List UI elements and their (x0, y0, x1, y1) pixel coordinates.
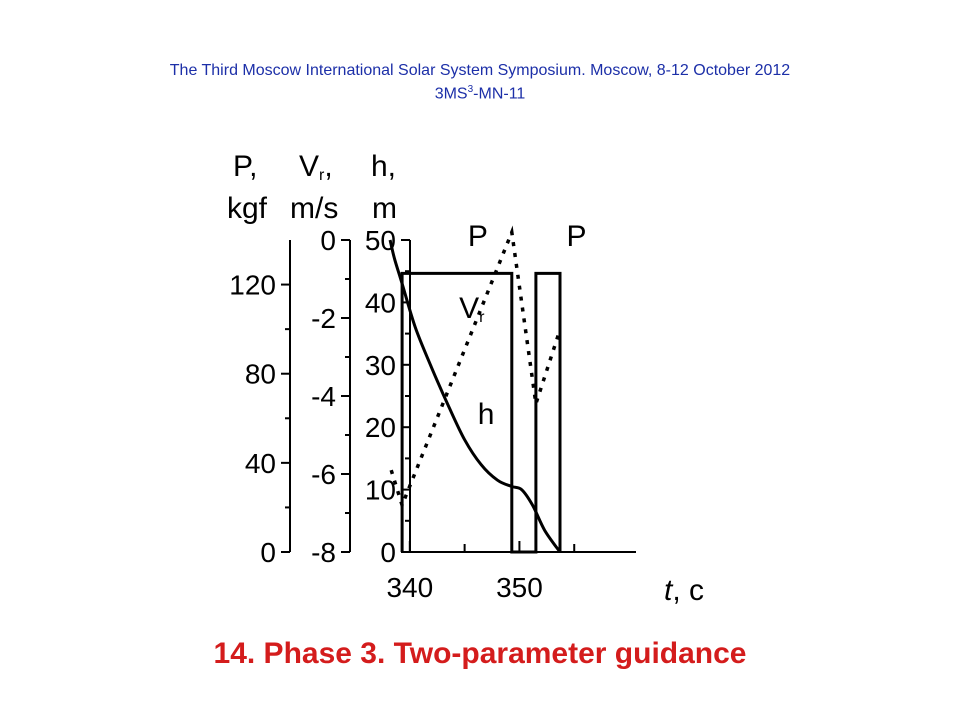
series-h-line (388, 239, 562, 553)
p-axis-tick-label: 40 (245, 448, 276, 479)
series-label-vr: Vr (459, 292, 485, 326)
vr-axis-title: Vr, (299, 150, 333, 184)
x-axis-title-unit: , c (672, 574, 704, 607)
vr-axis-tick-label: -4 (311, 381, 336, 412)
p-axis-tick-label: 120 (229, 270, 276, 301)
x-axis-ticks: 340 350 (386, 541, 576, 603)
series-labels: P P Vr h (459, 220, 586, 431)
h-axis-tick-label: 10 (365, 475, 396, 506)
x-axis-tick-label: 350 (496, 572, 543, 603)
header-code-sup: 3 (467, 84, 474, 95)
series-label-text: P (567, 220, 587, 253)
h-axis-title-line2: m (372, 192, 397, 225)
x-axis-title: t, c (664, 574, 704, 607)
h-axis-tick-label: 0 (380, 537, 396, 568)
series-label-p: P (468, 220, 488, 253)
p-axis-title-line2: kgf (227, 192, 268, 225)
series-p-line (400, 271, 562, 554)
p-axis-tick-label: 80 (245, 359, 276, 390)
p-axis-tick-label: 0 (260, 537, 276, 568)
vr-axis-tick-label: -2 (311, 303, 336, 334)
header-code-suffix: -MN-11 (473, 85, 526, 103)
vr-axis-title-line2: m/s (290, 192, 338, 225)
vr-axis-title-comma: , (324, 150, 332, 183)
header-title: The Third Moscow International Solar Sys… (169, 62, 791, 79)
header-code: 3MS3-MN-11 (0, 84, 960, 103)
h-axis-tick-label: 40 (365, 287, 396, 318)
h-axis-tick-label: 20 (365, 412, 396, 443)
p-axis-title-line1: P, (233, 150, 257, 183)
series-label-text: V (459, 292, 479, 325)
x-axis-title-main: t (664, 574, 674, 607)
x-axis-tick-label: 340 (386, 572, 433, 603)
header-code-prefix: 3MS (434, 85, 468, 103)
vr-axis-title-sub: r (319, 167, 325, 184)
h-axis-title-line1: h, (371, 150, 396, 183)
series-label-h: h (478, 398, 495, 431)
h-axis-tick-label: 30 (365, 350, 396, 381)
vr-axis-tick-label: -8 (311, 537, 336, 568)
series-label-p: P (567, 220, 587, 253)
vr-axis-tick-label: -6 (311, 459, 336, 490)
slide-caption: 14. Phase 3. Two-parameter guidance (213, 637, 747, 670)
series-label-text: h (478, 398, 495, 431)
series-label-text: P (468, 220, 488, 253)
series-label-subscript: r (479, 309, 485, 326)
series-vr-line (389, 225, 562, 511)
p-axis-ticks: 0 40 80 120 (229, 270, 290, 568)
vr-axis-ticks: 0 -2 -4 -6 -8 (311, 225, 350, 568)
vr-axis-title-main: V (299, 150, 319, 183)
vr-axis-tick-label: 0 (320, 225, 336, 256)
